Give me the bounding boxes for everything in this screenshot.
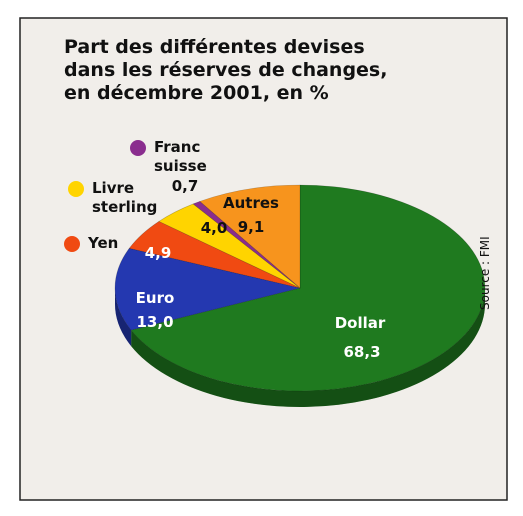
category-label: Livre sterling	[92, 179, 158, 216]
value-label: 4,9	[144, 244, 172, 262]
slice	[158, 203, 301, 289]
legend-dot	[64, 236, 80, 252]
category-label: Dollar	[334, 314, 386, 332]
value-label: 68,3	[343, 343, 381, 361]
category-label: Euro	[135, 289, 175, 307]
value-label: 4,0	[200, 219, 228, 237]
legend-dot	[68, 181, 84, 197]
source-note: Source : FMI	[478, 236, 492, 310]
slice-side	[131, 288, 486, 407]
chart-title: Part des différentes devises dans les ré…	[64, 36, 388, 104]
category-label: Autres	[223, 194, 279, 212]
legend-dot	[130, 140, 146, 156]
slice	[192, 201, 301, 289]
category-label: Yen	[88, 234, 119, 252]
slice	[128, 221, 301, 289]
category-label: Franc suisse	[154, 138, 207, 175]
slice-side-shade	[115, 288, 132, 347]
slice-side	[115, 288, 132, 347]
value-label: 13,0	[136, 313, 174, 331]
slice-side-shade	[131, 288, 486, 407]
value-label: 9,1	[237, 218, 265, 236]
slice	[114, 247, 301, 331]
value-label: 0,7	[171, 177, 199, 195]
slice	[130, 184, 486, 392]
slice	[199, 184, 301, 289]
